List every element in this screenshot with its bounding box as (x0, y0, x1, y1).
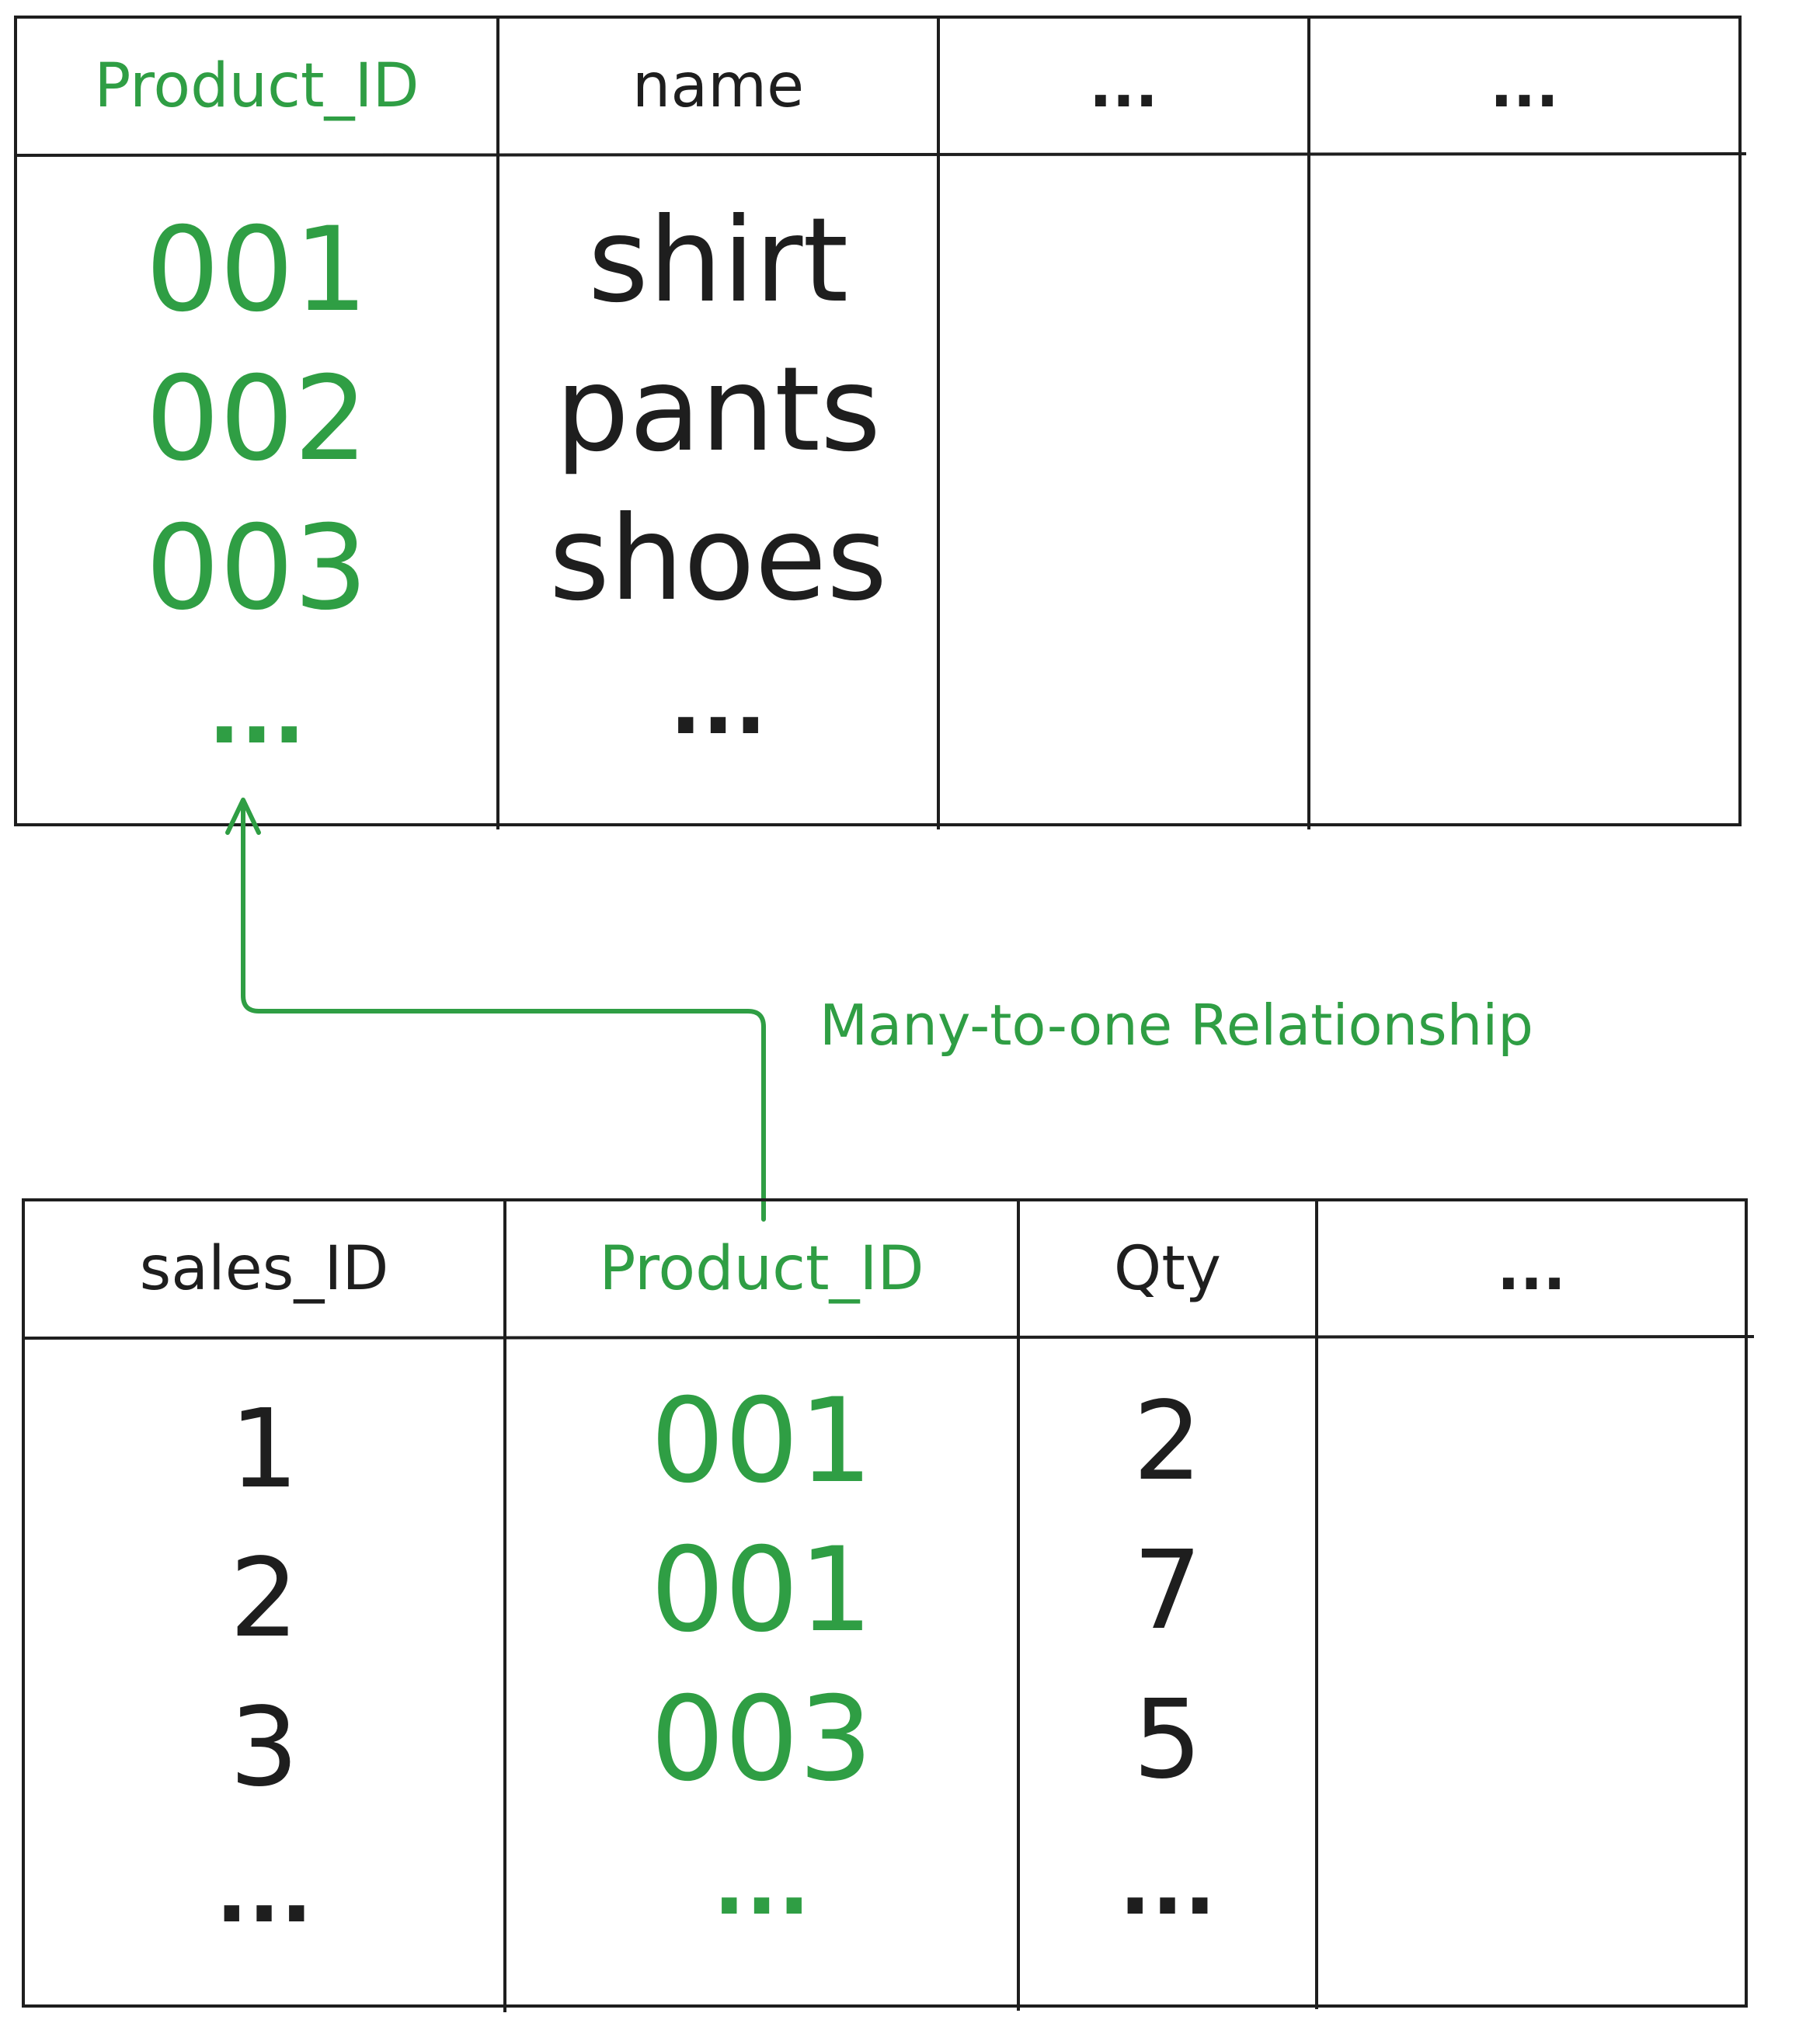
sales-product-id-cell: 001 (650, 1523, 873, 1658)
header-ellipsis-1: ... (1089, 51, 1158, 121)
product-id-cell: 001 (145, 203, 368, 338)
sales-product-id-cell: 003 (650, 1672, 873, 1807)
products-table: Product_ID name ... ... 001 002 003 ... … (14, 16, 1747, 829)
qty-cell: ... (1119, 1834, 1216, 1934)
header-product-id: Product_ID (94, 51, 419, 121)
name-cell: shoes (548, 492, 888, 627)
sales-product-id-column: 001 001 003 ... (505, 1367, 1018, 1954)
name-cell: shirt (587, 193, 849, 329)
header-qty: Qty (1113, 1234, 1222, 1304)
qty-cell: 7 (1133, 1527, 1202, 1654)
sales-table: sales_ID Product_ID Qty ... 1 2 3 ... 00… (22, 1198, 1755, 2012)
sales-product-id-cell: ... (712, 1834, 811, 1934)
sales-product-id-cell: 001 (650, 1374, 873, 1509)
relationship-label: Many-to-one Relationship (820, 993, 1533, 1058)
header-ellipsis: ... (1497, 1234, 1566, 1304)
sales-id-cell: 2 (229, 1535, 299, 1662)
product-id-column: 001 002 003 ... (16, 196, 498, 783)
qty-cell: 2 (1133, 1378, 1202, 1505)
sales-id-cell: ... (215, 1842, 313, 1942)
header-ellipsis-2: ... (1490, 51, 1559, 121)
sales-id-cell: 1 (229, 1386, 299, 1513)
header-product-id: Product_ID (599, 1234, 924, 1304)
qty-cell: 5 (1133, 1676, 1202, 1803)
name-column: shirt pants shoes ... (498, 186, 938, 774)
qty-column: 2 7 5 ... (1018, 1367, 1317, 1954)
products-table-grid (14, 16, 1747, 829)
name-cell: ... (669, 654, 767, 753)
product-id-cell: ... (207, 663, 306, 763)
sales-table-grid (22, 1198, 1755, 2012)
sales-id-cell: 3 (229, 1684, 299, 1811)
header-sales-id: sales_ID (139, 1234, 389, 1304)
product-id-cell: 003 (145, 501, 368, 636)
sales-id-column: 1 2 3 ... (23, 1375, 505, 1962)
header-name: name (632, 51, 805, 121)
product-id-cell: 002 (145, 352, 368, 487)
name-cell: pants (555, 342, 882, 478)
